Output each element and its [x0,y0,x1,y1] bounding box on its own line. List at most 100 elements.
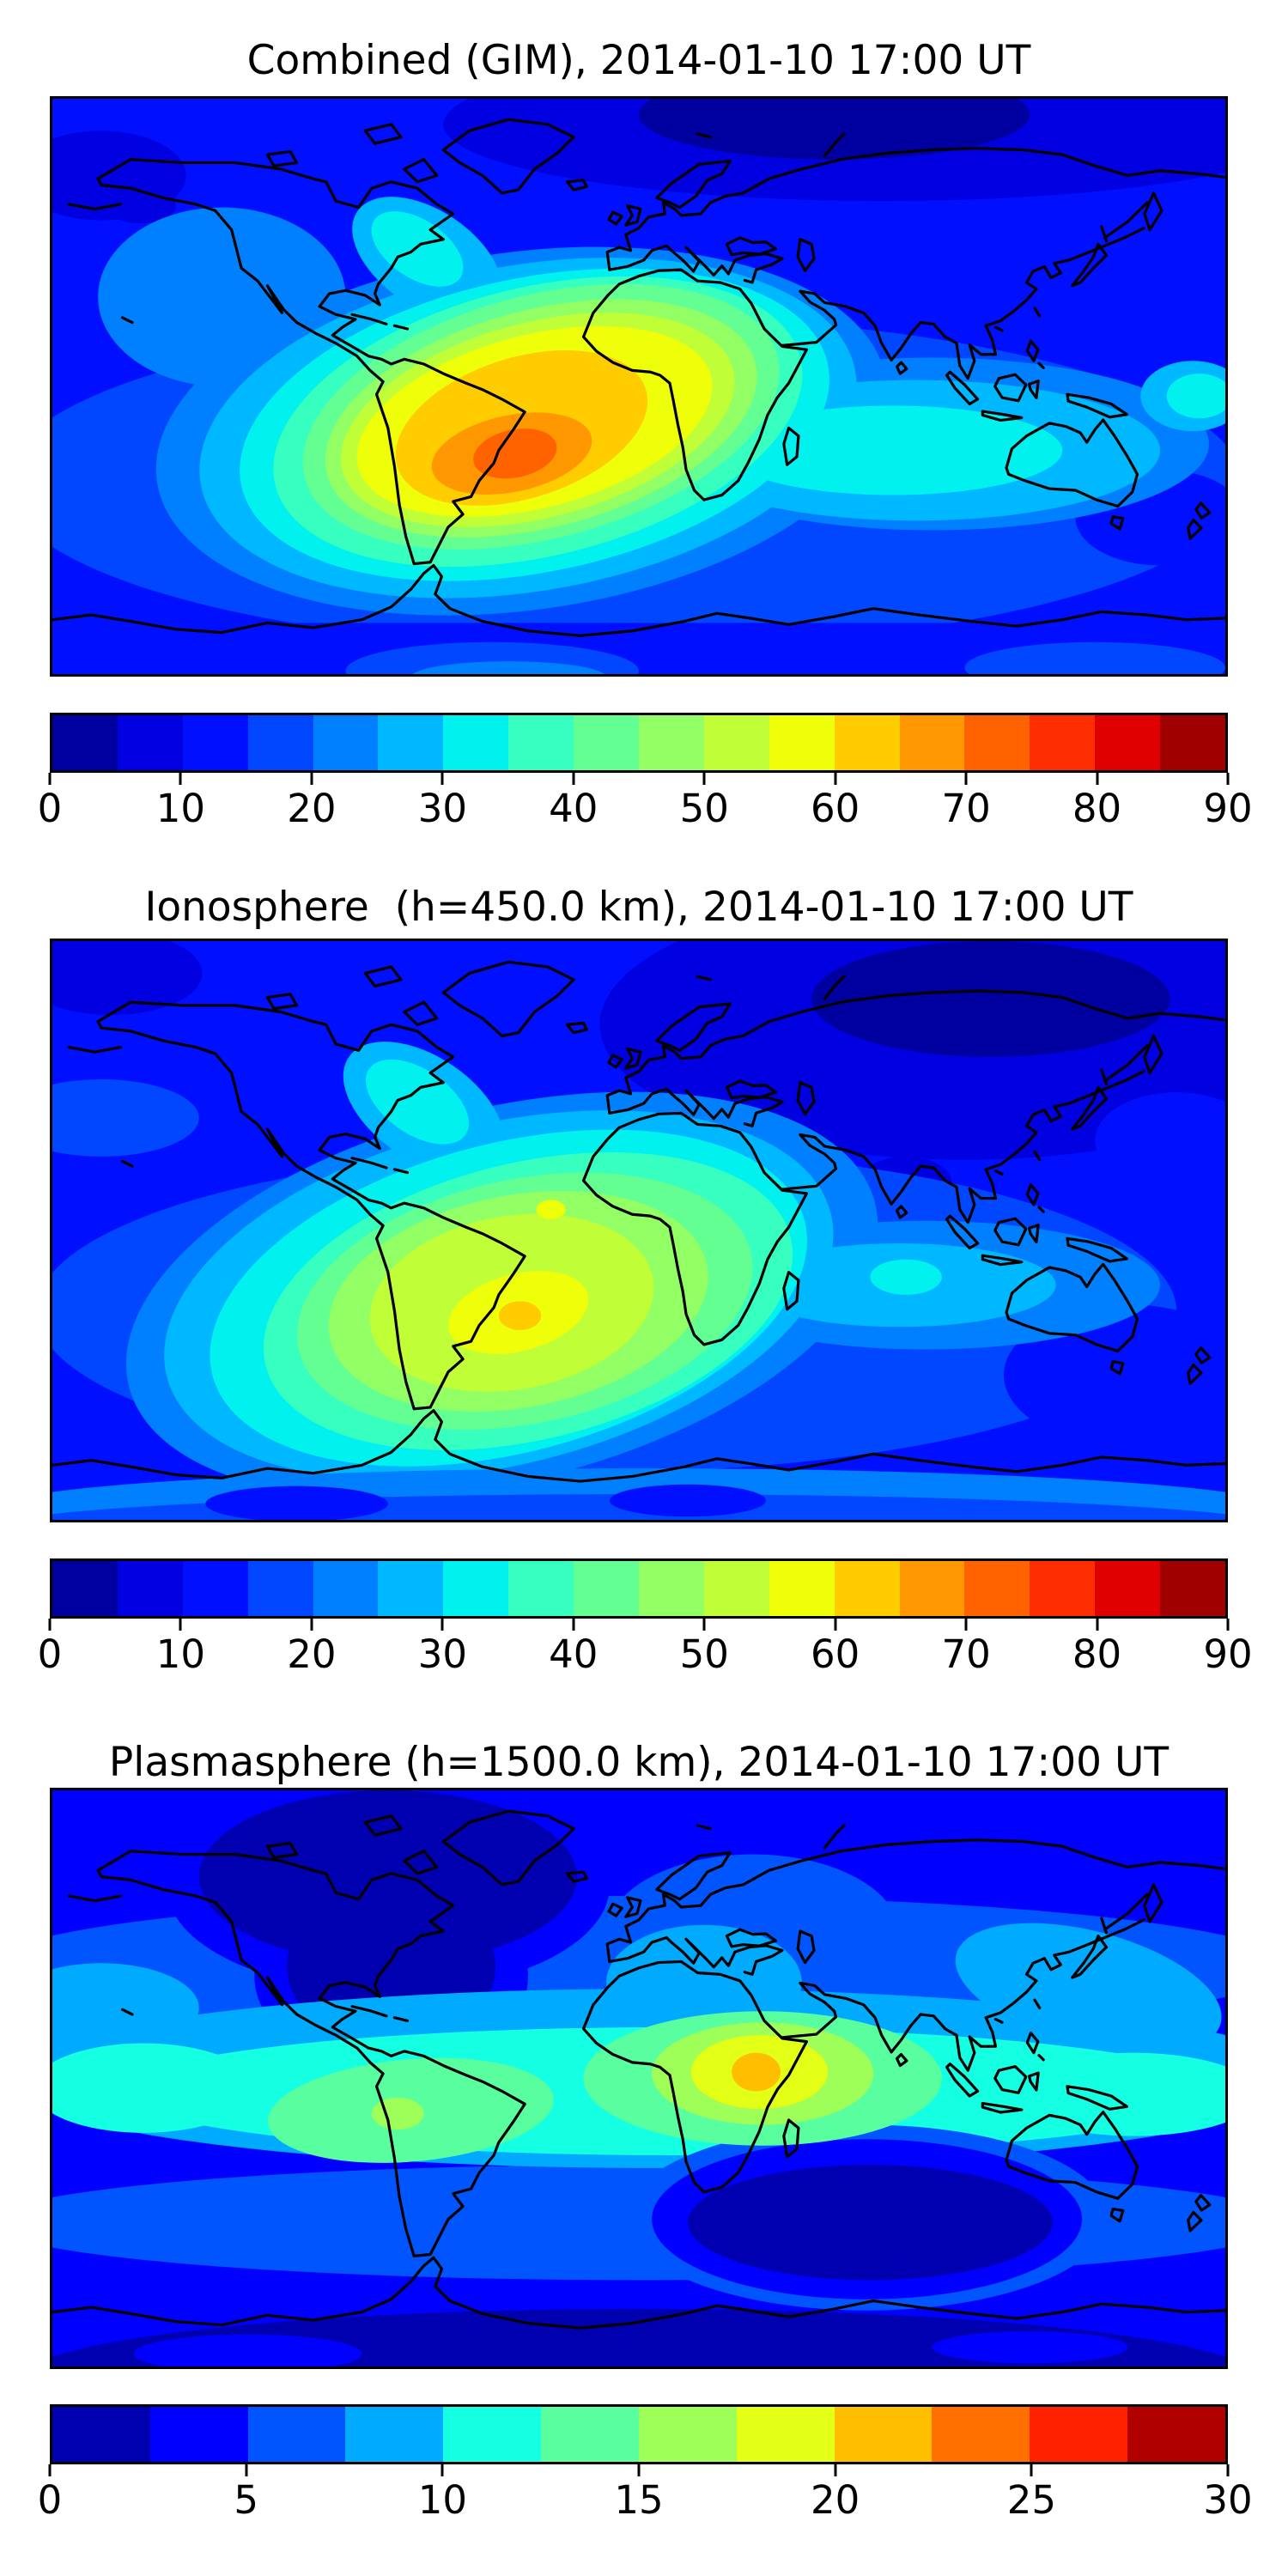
colorbar-tick-mark [48,773,52,785]
colorbar-segment [1095,1561,1161,1616]
colorbar-tick-mark [702,1619,706,1631]
colorbar-tick-label: 25 [1006,2477,1056,2523]
colorbar-tick-mark [964,773,968,785]
colorbar-segment [964,715,1030,770]
map3-colorbar [50,2404,1228,2464]
colorbar-segment [345,2407,444,2462]
colorbar-segment [899,715,965,770]
colorbar-tick-mark [834,1619,837,1631]
colorbar-tick-label: 50 [679,786,729,831]
colorbar-tick-label: 80 [1072,1631,1122,1677]
colorbar-tick-mark [637,2464,641,2476]
colorbar-tick-label: 70 [941,786,991,831]
colorbar-tick-mark [48,2464,52,2476]
colorbar-tick-mark [440,1619,444,1631]
map1-colorbar-axis: 0 10 20 30 40 50 60 70 80 90 [38,773,1253,841]
colorbar-segment [834,2407,933,2462]
colorbar-tick-mark [834,2464,837,2476]
map3-colorbar-axis: 0 5 10 15 20 25 30 [38,2464,1253,2533]
colorbar-segment [508,1561,574,1616]
colorbar-segment [443,1561,509,1616]
colorbar-tick-label: 20 [811,2477,860,2523]
colorbar-segment [52,1561,118,1616]
colorbar-tick-label: 50 [679,1631,729,1677]
colorbar-segment [736,2407,835,2462]
colorbar-tick-label: 60 [811,1631,860,1677]
colorbar-segment [443,2407,542,2462]
colorbar-tick-label: 90 [1203,786,1253,831]
colorbar-tick-mark [572,773,575,785]
colorbar-segment [769,1561,835,1616]
colorbar-tick-label: 0 [37,786,63,831]
colorbar-tick-label: 60 [811,786,860,831]
colorbar-tick-label: 20 [287,786,337,831]
colorbar-tick-label: 15 [614,2477,664,2523]
colorbar-segment [574,1561,640,1616]
colorbar-segment [1095,715,1161,770]
colorbar-tick-label: 0 [37,2477,63,2523]
colorbar-tick-mark [310,773,313,785]
colorbar-segment [899,1561,965,1616]
map3-svg [52,1790,1225,2366]
colorbar-segment [117,715,183,770]
colorbar-segment [703,715,769,770]
colorbar-tick-mark [1096,1619,1099,1631]
colorbar-segment [117,1561,183,1616]
colorbar-tick-label: 30 [1203,2477,1253,2523]
map3-title: Plasmasphere (h=1500.0 km), 2014-01-10 1… [108,1739,1170,1786]
map2-contours [52,941,1225,1520]
colorbar-tick-label: 20 [287,1631,337,1677]
colorbar-tick-mark [1030,2464,1033,2476]
colorbar-segment [378,1561,444,1616]
colorbar-tick-label: 40 [549,786,598,831]
colorbar-segment [1160,1561,1226,1616]
colorbar-tick-label: 90 [1203,1631,1253,1677]
colorbar-segment [834,1561,900,1616]
colorbar-tick-label: 30 [417,1631,467,1677]
map2-canvas [50,939,1228,1522]
colorbar-segment [1030,1561,1096,1616]
colorbar-tick-label: 70 [941,1631,991,1677]
colorbar-tick-label: 80 [1072,786,1122,831]
colorbar-tick-mark [179,773,182,785]
colorbar-segment [247,715,313,770]
map1-svg [52,99,1225,674]
colorbar-segment [638,2407,737,2462]
map1-title: Combined (GIM), 2014-01-10 17:00 UT [246,37,1031,84]
map1-canvas [50,96,1228,677]
colorbar-segment [639,1561,704,1616]
colorbar-tick-mark [964,1619,968,1631]
colorbar-segment [149,2407,248,2462]
colorbar-tick-label: 5 [234,2477,258,2523]
colorbar-segment [313,715,379,770]
colorbar-segment [1160,715,1226,770]
colorbar-tick-mark [245,2464,248,2476]
colorbar-tick-label: 0 [37,1631,63,1677]
colorbar-segment [52,2407,150,2462]
colorbar-segment [541,2407,639,2462]
colorbar-tick-mark [834,773,837,785]
colorbar-segment [964,1561,1030,1616]
colorbar-segment [932,2407,1030,2462]
colorbar-tick-mark [440,2464,444,2476]
colorbar-tick-mark [1226,773,1230,785]
map3-contours [52,1790,1225,2366]
map2-svg [52,941,1225,1520]
colorbar-segment [769,715,835,770]
colorbar-segment [182,1561,248,1616]
colorbar-tick-label: 10 [155,1631,206,1677]
colorbar-segment [508,715,574,770]
colorbar-tick-mark [572,1619,575,1631]
colorbar-segment [247,2407,346,2462]
map1-contours [52,99,1225,674]
colorbar-tick-label: 40 [549,1631,598,1677]
map2-colorbar-axis: 0 10 20 30 40 50 60 70 80 90 [38,1619,1253,1687]
colorbar-tick-mark [1096,773,1099,785]
colorbar-tick-label: 10 [155,786,206,831]
colorbar-segment [1030,715,1096,770]
colorbar-segment [182,715,248,770]
colorbar-tick-mark [1226,2464,1230,2476]
colorbar-segment [313,1561,379,1616]
colorbar-segment [247,1561,313,1616]
colorbar-segment [378,715,444,770]
